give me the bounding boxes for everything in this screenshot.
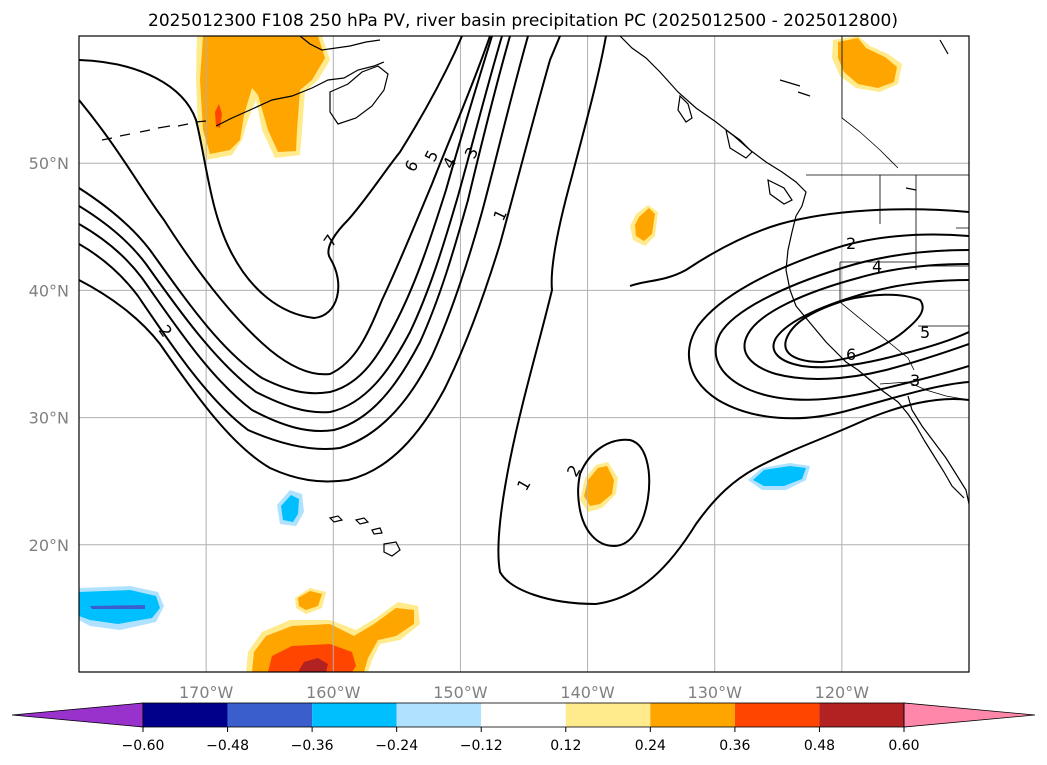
fill-alaska-orange xyxy=(200,36,325,154)
coast-islands-bc xyxy=(677,94,793,205)
colorbar-tick-label: −0.24 xyxy=(375,738,418,754)
contour-3 xyxy=(79,36,529,451)
colorbar-extend-high xyxy=(903,702,1036,728)
colorbar-segment xyxy=(819,703,904,727)
colorbar-segment xyxy=(734,703,820,727)
x-tick-label: 170°W xyxy=(179,683,234,702)
colorbar-tick-label: −0.48 xyxy=(206,738,249,754)
coast-kodiak xyxy=(329,65,389,125)
coast-canada-islands xyxy=(779,39,949,191)
contour-subtrop-ring xyxy=(577,438,651,548)
colorbar-tick-label: −0.60 xyxy=(122,738,165,754)
fill-south-darkred xyxy=(298,658,328,672)
fill-small-hawaii-orange xyxy=(298,591,322,610)
contour-east-2 xyxy=(688,233,969,420)
colorbar-tick-label: 0.12 xyxy=(550,738,581,754)
contour-label-3-east: 3 xyxy=(910,371,920,390)
contour-label-6-east: 6 xyxy=(846,345,856,364)
fill-subtrop-orange xyxy=(584,466,614,506)
x-tick-label: 160°W xyxy=(306,683,361,702)
y-tick-label: 20°N xyxy=(29,536,69,555)
colorbar-segment xyxy=(227,703,313,727)
fill-south-red xyxy=(268,644,356,672)
colorbar-outline xyxy=(142,702,905,728)
colorbar-extend-low xyxy=(11,702,144,728)
colorbar-segment xyxy=(312,703,397,727)
coast-alaska-mainland xyxy=(299,36,381,51)
contour-1-big xyxy=(497,36,969,606)
coast-baja xyxy=(907,395,969,505)
contour-label-4-east: 4 xyxy=(872,257,882,276)
colorbar-segment xyxy=(565,703,651,727)
colorbar-tick-label: −0.36 xyxy=(291,738,334,754)
coast-hawaii xyxy=(328,515,401,557)
fill-alaska-red xyxy=(215,104,222,128)
colorbar-segment xyxy=(396,703,482,727)
contour-label-2-east: 2 xyxy=(846,234,856,253)
y-tick-label: 30°N xyxy=(29,409,69,428)
colorbar-segment xyxy=(481,703,566,727)
border-states-1 xyxy=(839,175,969,371)
y-axis-ticks: 20°N 30°N 40°N 50°N xyxy=(29,154,69,555)
contour-label-5-east: 5 xyxy=(920,323,930,342)
colorbar-tick-label: −0.12 xyxy=(460,738,503,754)
pv-contours xyxy=(79,36,969,606)
colorbar: −0.60 −0.48 −0.36 −0.24 −0.12 0.12 0.24 0.36 0.4… xyxy=(11,702,1036,754)
x-tick-label: 150°W xyxy=(433,683,488,702)
contour-east-3 xyxy=(714,249,969,401)
y-tick-label: 40°N xyxy=(29,281,69,300)
colorbar-tick-label: 0.36 xyxy=(719,738,750,754)
coast-aleutians xyxy=(101,120,207,141)
map-frame xyxy=(78,35,970,673)
contour-5 xyxy=(79,36,503,414)
colorbar-tick-label: 0.48 xyxy=(804,738,835,754)
x-tick-label: 130°W xyxy=(688,683,743,702)
y-tick-label: 50°N xyxy=(29,154,69,173)
colorbar-segment xyxy=(143,703,228,727)
coast-alaska-peninsula xyxy=(215,61,385,127)
border-bc-alberta xyxy=(841,36,899,169)
fill-ne-pac-cyan xyxy=(753,466,806,486)
contour-2-west xyxy=(79,36,561,483)
contour-east-6 xyxy=(784,293,924,364)
colorbar-segment xyxy=(650,703,735,727)
contour-4 xyxy=(79,36,511,432)
contour-east-4 xyxy=(743,263,969,380)
contour-1-inner xyxy=(629,208,969,287)
fill-mid-orange xyxy=(635,208,655,241)
chart-title: 2025012300 F108 250 hPa PV, river basin … xyxy=(148,11,898,31)
contour-east-5 xyxy=(772,279,969,369)
x-axis-ticks: 170°W 160°W 150°W 140°W 130°W 120°W xyxy=(179,683,869,702)
contour-alaska-top xyxy=(79,36,463,320)
map-area: 6 5 4 3 7 1 2 1 2 2 4 6 5 3 xyxy=(79,36,969,672)
colorbar-tick-label: 0.60 xyxy=(888,738,919,754)
fill-sw-blue xyxy=(90,605,145,609)
colorbar-tick-label: 0.24 xyxy=(635,738,666,754)
fill-hawaii-west-cyan xyxy=(281,495,299,522)
fill-canada-orange xyxy=(838,38,897,88)
contour-6 xyxy=(79,36,493,395)
x-tick-label: 140°W xyxy=(560,683,615,702)
contour-7 xyxy=(79,36,491,376)
x-tick-label: 120°W xyxy=(815,683,870,702)
